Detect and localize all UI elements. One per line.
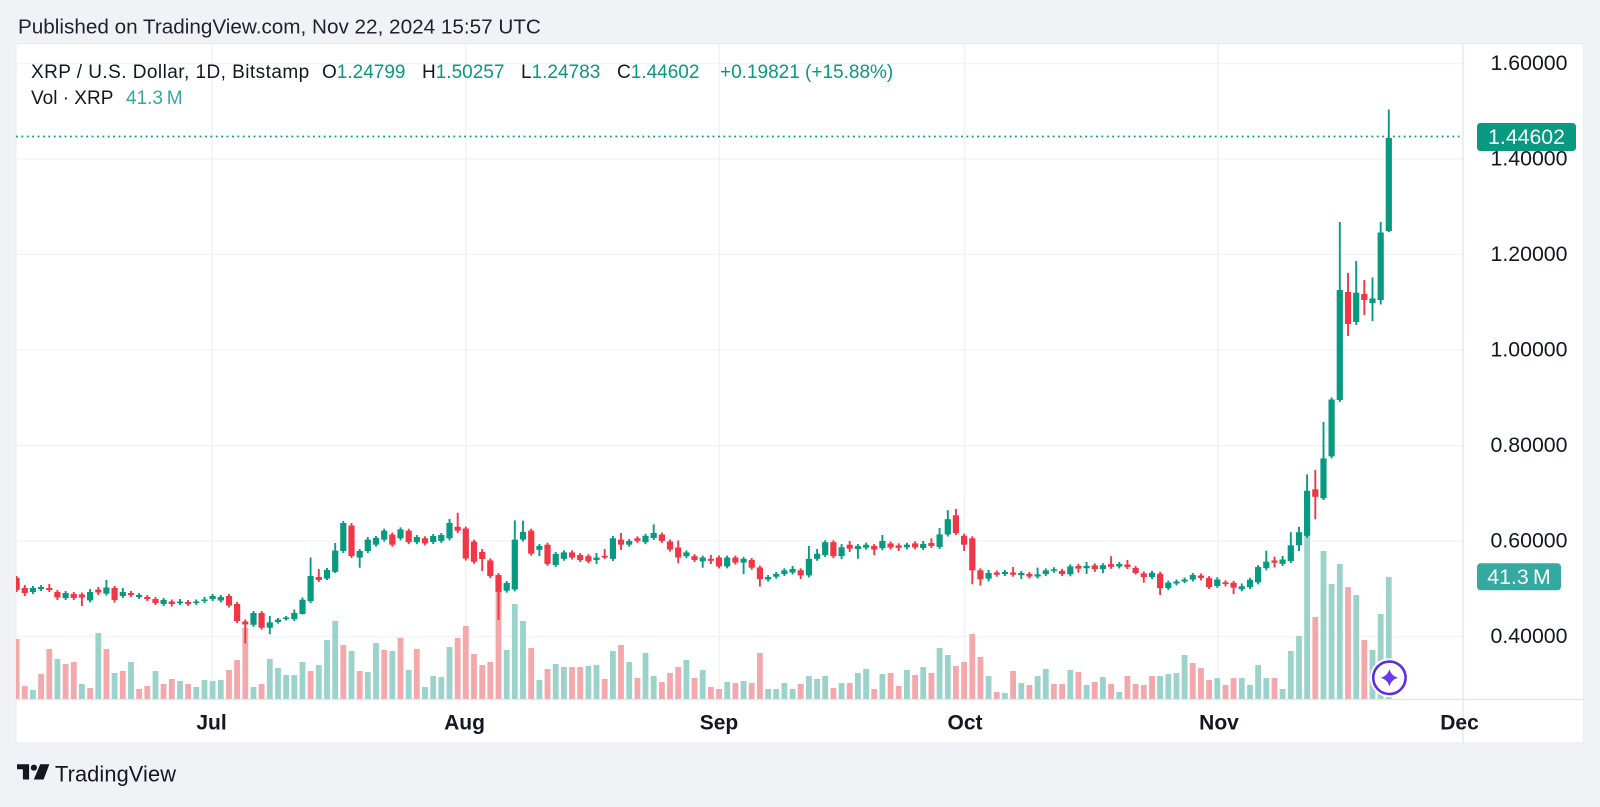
svg-text:Dec: Dec	[1440, 712, 1479, 735]
svg-text:41.3 M: 41.3 M	[1487, 565, 1550, 589]
svg-text:Jul: Jul	[196, 712, 226, 735]
svg-text:Oct: Oct	[947, 712, 982, 735]
svg-text:Aug: Aug	[444, 712, 485, 735]
svg-text:TradingView: TradingView	[55, 762, 176, 787]
svg-text:Nov: Nov	[1199, 712, 1239, 735]
svg-text:0.40000: 0.40000	[1491, 624, 1568, 648]
svg-text:XRP / U.S. Dollar, 1D, Bitstam: XRP / U.S. Dollar, 1D, Bitstamp O1.24799 H…	[31, 62, 893, 83]
svg-text:Sep: Sep	[700, 712, 739, 735]
svg-text:Published on TradingView.com,: Published on TradingView.com, Nov 22, 20…	[18, 16, 541, 39]
svg-text:1.00000: 1.00000	[1491, 338, 1568, 362]
svg-text:1.20000: 1.20000	[1491, 242, 1568, 266]
svg-text:0.60000: 0.60000	[1491, 529, 1568, 553]
svg-text:0.80000: 0.80000	[1491, 433, 1568, 457]
svg-text:1.60000: 1.60000	[1491, 51, 1568, 75]
svg-text:1.44602: 1.44602	[1488, 125, 1565, 149]
